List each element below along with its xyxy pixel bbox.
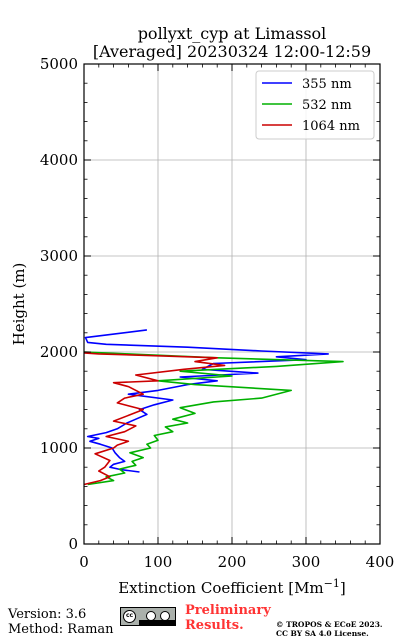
cc-circle-icon: cc [123, 610, 136, 623]
preliminary-line-1: Preliminary [185, 603, 271, 618]
y-axis-label: Height (m) [10, 263, 28, 346]
axis-ticks [83, 63, 381, 545]
x-tick-label: 300 [292, 553, 321, 571]
x-axis-label-suffix: ] [340, 579, 346, 597]
footer-method: Method: Raman [8, 622, 114, 637]
x-axis-label: Extinction Coefficient [Mm−1] [118, 577, 345, 597]
series-line-0 [84, 329, 330, 473]
y-tick-label: 3000 [40, 247, 78, 265]
x-tick-label: 400 [366, 553, 395, 571]
cc-by-sa-icon: cc [120, 607, 176, 626]
series-layer [83, 329, 344, 486]
footer-version: Version: 3.6 [8, 607, 87, 622]
y-tick-label: 0 [68, 535, 78, 553]
x-tick-label: 200 [218, 553, 247, 571]
series-line-2 [83, 352, 226, 486]
legend-label-1064: 1064 nm [302, 119, 360, 134]
preliminary-notice: Preliminary Results. [185, 603, 271, 633]
copyright-line-2: CC BY SA 4.0 License. [276, 629, 369, 638]
copyright-line-1: © TROPOS & ECoE 2023. [276, 620, 383, 629]
x-axis-label-main: Extinction Coefficient [Mm [118, 579, 323, 597]
y-tick-label: 2000 [40, 343, 78, 361]
preliminary-line-2: Results. [185, 618, 244, 633]
legend: 355 nm 532 nm 1064 nm [255, 70, 375, 140]
legend-label-355: 355 nm [302, 77, 352, 92]
badge-strip [139, 620, 176, 625]
x-tick-label: 0 [79, 553, 89, 571]
y-tick-label: 1000 [40, 439, 78, 457]
legend-label-532: 532 nm [302, 98, 352, 113]
series-line-1 [83, 351, 344, 486]
y-tick-label: 4000 [40, 151, 78, 169]
x-axis-label-superscript: −1 [324, 577, 340, 590]
copyright-notice: © TROPOS & ECoE 2023. CC BY SA 4.0 Licen… [276, 620, 383, 638]
y-tick-label: 5000 [40, 55, 78, 73]
x-tick-label: 100 [144, 553, 173, 571]
chart-subtitle: [Averaged] 20230324 12:00-12:59 [93, 42, 371, 61]
chart-title: pollyxt_cyp at Limassol [138, 24, 327, 43]
legend-box [255, 70, 375, 140]
